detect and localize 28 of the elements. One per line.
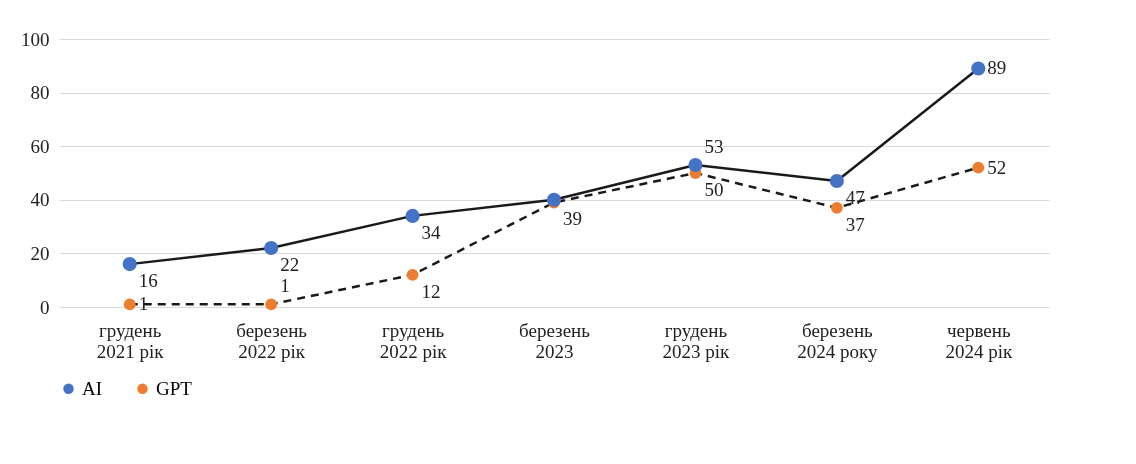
data-label: 39 (563, 208, 582, 230)
legend-label: AI (82, 377, 103, 399)
x-tick-label: грудень 2022 рік (379, 319, 448, 362)
legend-label: GPT (156, 377, 193, 399)
y-tick-label: 100 (21, 28, 50, 50)
x-tick-label: грудень 2023 рік (662, 319, 731, 362)
data-label: 1 (280, 275, 290, 297)
y-tick-label: 0 (40, 296, 50, 318)
data-label: 22 (280, 254, 300, 276)
data-label: 12 (421, 280, 441, 302)
y-tick-label: 40 (30, 189, 50, 211)
x-tick-label: грудень 2021 рік (96, 319, 165, 362)
data-label: 89 (987, 57, 1007, 79)
y-tick-label: 20 (30, 242, 50, 264)
data-label: 16 (138, 270, 158, 292)
data-label: 37 (845, 213, 865, 235)
x-tick-label: березень 2022 рік (236, 319, 308, 362)
data-label: 1 (138, 293, 149, 315)
data-label: 34 (421, 221, 442, 243)
y-tick-label: 60 (30, 135, 50, 157)
data-label: 47 (845, 187, 865, 209)
x-tick-label: березень 2023 (519, 319, 591, 362)
y-tick-label: 80 (30, 82, 50, 104)
data-label: 53 (704, 135, 724, 157)
x-tick-label: березень 2024 року (797, 319, 878, 362)
data-label: 52 (987, 156, 1007, 178)
data-label: 50 (704, 179, 724, 200)
x-tick-label: червень 2024 рік (945, 319, 1013, 362)
